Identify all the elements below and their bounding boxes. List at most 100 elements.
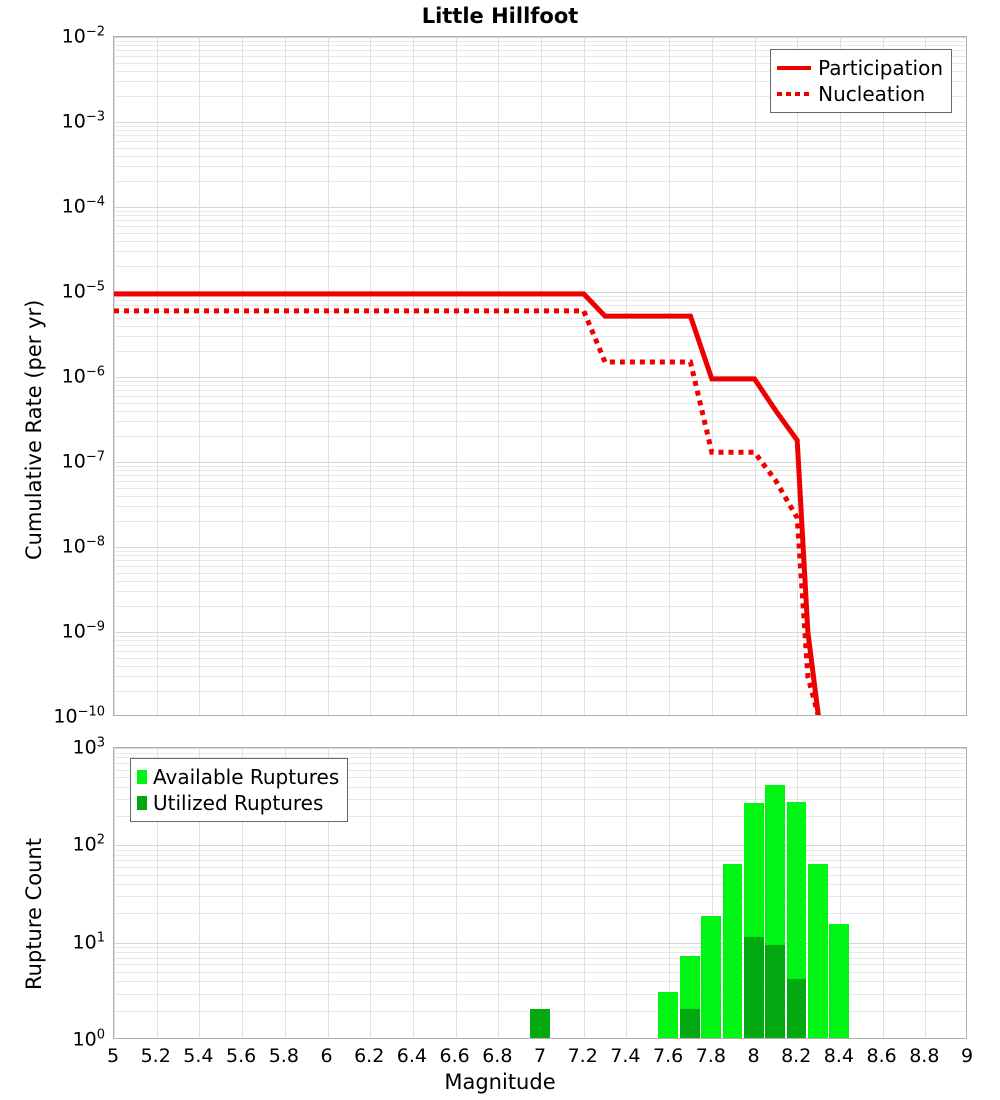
x-tick-label: 7.2: [567, 1045, 598, 1067]
top-plot-area: Participation Nucleation: [113, 36, 967, 716]
gridline: [284, 748, 286, 1038]
x-tick-label: 6.4: [396, 1045, 427, 1067]
y-tick-label: 10−10: [53, 704, 105, 728]
gridline: [114, 691, 966, 693]
gridline: [669, 748, 671, 1038]
gridline: [114, 786, 966, 788]
y-tick-label: 10−8: [61, 534, 105, 558]
gridline: [156, 748, 158, 1038]
gridline: [114, 305, 966, 307]
legend-label-utilized: Utilized Ruptures: [153, 791, 324, 815]
x-tick-label: 5.4: [183, 1045, 214, 1067]
legend-label-nucleation: Nucleation: [818, 82, 926, 106]
x-tick-label: 8.8: [909, 1045, 940, 1067]
gridline: [114, 495, 966, 497]
gridline: [882, 748, 884, 1038]
gridline: [114, 475, 966, 477]
x-tick-label: 9: [960, 1045, 974, 1067]
gridline: [114, 462, 966, 463]
gridline: [114, 942, 966, 944]
gridline: [114, 947, 966, 949]
x-tick-label: 8.4: [823, 1045, 854, 1067]
gridline: [114, 816, 966, 817]
bar-utilized: [765, 945, 786, 1038]
gridline: [114, 465, 966, 467]
gridline: [711, 748, 713, 1038]
bottom-plot-area: Available Ruptures Utilized Ruptures: [113, 747, 967, 1039]
gridline: [156, 37, 158, 715]
gridline: [114, 580, 966, 582]
bar-utilized: [530, 1008, 551, 1038]
gridline: [797, 37, 799, 715]
gridline: [114, 913, 966, 915]
gridline: [583, 748, 585, 1038]
gridline: [114, 62, 966, 64]
bottom-legend: Available Ruptures Utilized Ruptures: [130, 758, 349, 822]
gridline: [114, 232, 966, 234]
available-color-swatch: [137, 770, 147, 784]
y-tick-label: 10−4: [61, 194, 105, 218]
series-line-participation: [114, 291, 821, 715]
y-tick-label: 10−3: [61, 109, 105, 133]
gridline: [327, 37, 329, 715]
gridline: [114, 140, 966, 142]
x-tick-label: 5.6: [225, 1045, 257, 1067]
gridline: [114, 377, 966, 378]
y-tick-label: 100: [72, 1027, 105, 1051]
gridline: [114, 251, 966, 253]
x-tick-label: 8: [747, 1045, 760, 1067]
gridline: [114, 506, 966, 508]
gridline: [114, 896, 966, 898]
gridline: [114, 640, 966, 642]
y-tick-label: 103: [72, 735, 105, 759]
gridline: [114, 748, 966, 749]
bar-utilized: [679, 1008, 700, 1038]
gridline: [626, 748, 628, 1038]
bar-available: [679, 955, 700, 1038]
dotted-line-icon: [777, 92, 812, 96]
legend-label-available: Available Ruptures: [153, 765, 340, 789]
gridline: [114, 436, 966, 438]
gridline: [839, 37, 841, 715]
gridline: [114, 777, 966, 779]
x-tick-label: 6.2: [354, 1045, 385, 1067]
gridline: [114, 860, 966, 862]
x-tick-label: 6: [320, 1045, 333, 1067]
gridline: [882, 37, 884, 715]
gridline: [754, 37, 756, 715]
y-tick-label: 102: [72, 832, 105, 856]
gridline: [114, 70, 966, 72]
gridline: [114, 884, 966, 886]
solid-line-icon: [777, 66, 812, 70]
gridline: [114, 130, 966, 132]
gridline: [839, 748, 841, 1038]
gridline: [114, 96, 966, 98]
gridline: [114, 147, 966, 149]
gridline: [114, 402, 966, 404]
gridline: [199, 37, 201, 715]
gridline: [114, 798, 966, 800]
gridline: [114, 240, 966, 242]
gridline: [199, 748, 201, 1038]
gridline: [114, 181, 966, 183]
bar-available: [530, 1008, 551, 1038]
gridline: [114, 81, 966, 83]
gridline: [114, 480, 966, 482]
gridline: [114, 45, 966, 47]
gridline: [114, 845, 966, 847]
x-tick-label: 7.6: [652, 1045, 684, 1067]
gridline: [541, 748, 542, 1038]
gridline: [114, 952, 966, 954]
gridline: [114, 972, 966, 973]
gridline: [114, 550, 966, 552]
bar-utilized: [743, 936, 764, 1038]
gridline: [114, 645, 966, 647]
x-tick-label: 7: [533, 1045, 547, 1067]
gridline: [114, 207, 966, 208]
gridline: [114, 769, 966, 771]
bar-available: [807, 863, 828, 1038]
gridline: [114, 854, 966, 856]
bar-available: [658, 991, 679, 1038]
gridline: [498, 748, 500, 1038]
gridline: [669, 37, 671, 715]
